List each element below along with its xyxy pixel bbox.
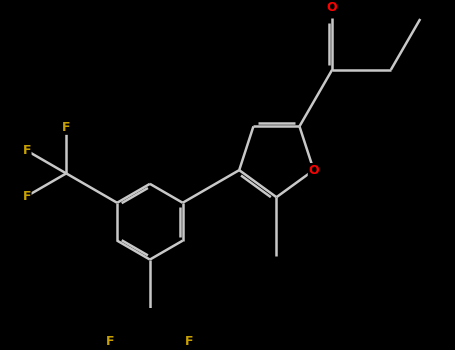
Text: F: F bbox=[106, 335, 115, 348]
Text: F: F bbox=[22, 144, 31, 157]
Text: F: F bbox=[22, 190, 31, 203]
Text: F: F bbox=[62, 121, 71, 134]
Text: O: O bbox=[308, 164, 319, 177]
Text: O: O bbox=[327, 1, 338, 14]
Text: F: F bbox=[185, 335, 194, 348]
